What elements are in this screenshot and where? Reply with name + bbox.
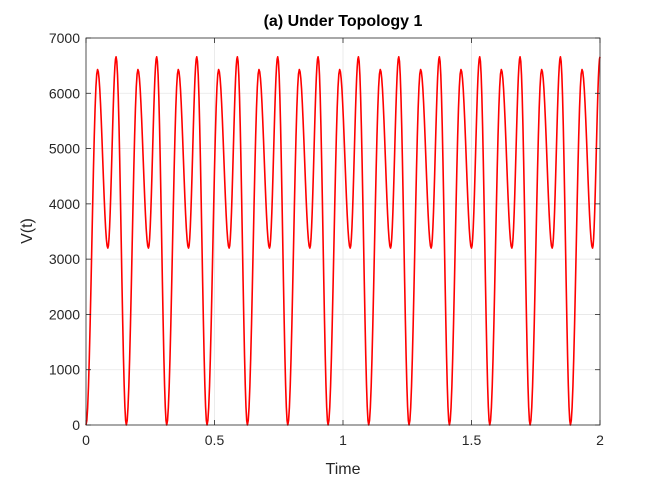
- x-axis-ticks: 0 0.5 1 1.5 2: [82, 38, 604, 448]
- x-tick-label: 1.5: [462, 432, 482, 448]
- x-axis-label: Time: [326, 461, 361, 478]
- y-tick-label: 2000: [49, 306, 80, 322]
- x-tick-label: 0.5: [205, 432, 225, 448]
- chart-title: (a) Under Topology 1: [264, 13, 423, 30]
- y-axis-label: V(t): [19, 218, 36, 244]
- y-tick-label: 6000: [49, 85, 80, 101]
- y-axis-ticks: 0 1000 2000 3000 4000 5000 6000 7000: [49, 30, 600, 433]
- y-tick-label: 1000: [49, 362, 80, 378]
- y-tick-label: 5000: [49, 141, 80, 157]
- x-tick-label: 2: [596, 432, 604, 448]
- y-tick-label: 4000: [49, 196, 80, 212]
- y-tick-label: 0: [72, 417, 80, 433]
- x-tick-label: 1: [339, 432, 347, 448]
- data-series: [85, 56, 601, 426]
- series-line: [85, 56, 601, 426]
- y-tick-label: 3000: [49, 251, 80, 267]
- y-tick-label: 7000: [49, 30, 80, 46]
- x-tick-label: 0: [82, 432, 90, 448]
